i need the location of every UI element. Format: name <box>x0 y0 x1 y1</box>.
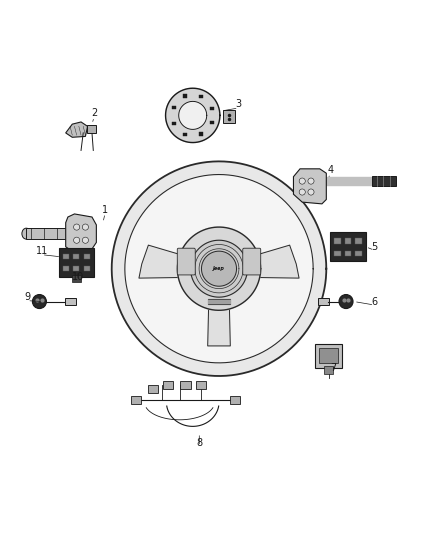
Text: 1: 1 <box>102 205 108 215</box>
FancyBboxPatch shape <box>26 228 70 239</box>
Text: 6: 6 <box>371 296 378 306</box>
FancyBboxPatch shape <box>223 110 235 123</box>
Text: 9: 9 <box>24 292 30 302</box>
Text: 11: 11 <box>35 246 48 256</box>
FancyBboxPatch shape <box>315 344 342 368</box>
FancyBboxPatch shape <box>196 381 206 389</box>
Text: 3: 3 <box>236 100 242 109</box>
FancyBboxPatch shape <box>87 125 96 133</box>
Text: Jeep: Jeep <box>213 266 225 271</box>
FancyBboxPatch shape <box>163 381 173 389</box>
Text: 7: 7 <box>331 363 337 373</box>
Polygon shape <box>139 245 199 278</box>
Circle shape <box>74 237 80 243</box>
FancyBboxPatch shape <box>184 133 187 136</box>
FancyBboxPatch shape <box>172 122 176 125</box>
FancyBboxPatch shape <box>131 396 141 404</box>
FancyBboxPatch shape <box>199 132 203 136</box>
Polygon shape <box>239 245 299 278</box>
Polygon shape <box>208 288 230 346</box>
Circle shape <box>74 224 80 230</box>
FancyBboxPatch shape <box>65 297 76 305</box>
Text: 2: 2 <box>91 108 97 118</box>
FancyBboxPatch shape <box>72 275 81 282</box>
FancyBboxPatch shape <box>148 385 158 393</box>
FancyBboxPatch shape <box>199 95 203 99</box>
Circle shape <box>308 178 314 184</box>
Polygon shape <box>177 227 261 310</box>
FancyBboxPatch shape <box>345 251 351 256</box>
FancyBboxPatch shape <box>180 381 191 389</box>
FancyBboxPatch shape <box>335 238 341 244</box>
FancyBboxPatch shape <box>73 254 80 259</box>
Circle shape <box>82 224 88 230</box>
FancyBboxPatch shape <box>356 238 362 244</box>
FancyBboxPatch shape <box>63 266 69 271</box>
FancyBboxPatch shape <box>73 266 80 271</box>
FancyBboxPatch shape <box>356 251 362 256</box>
Circle shape <box>308 189 314 195</box>
FancyBboxPatch shape <box>84 266 90 271</box>
FancyBboxPatch shape <box>59 248 94 277</box>
Text: 8: 8 <box>196 438 202 448</box>
Circle shape <box>82 237 88 243</box>
Polygon shape <box>125 174 313 363</box>
Circle shape <box>299 189 305 195</box>
FancyBboxPatch shape <box>210 120 214 124</box>
Ellipse shape <box>22 228 31 239</box>
Text: 10: 10 <box>72 272 84 282</box>
FancyBboxPatch shape <box>210 107 214 110</box>
Text: 5: 5 <box>371 242 378 252</box>
Polygon shape <box>166 88 220 142</box>
FancyBboxPatch shape <box>319 349 338 364</box>
Polygon shape <box>191 240 247 297</box>
Polygon shape <box>293 169 326 204</box>
FancyBboxPatch shape <box>177 248 195 275</box>
FancyBboxPatch shape <box>84 254 90 259</box>
Polygon shape <box>66 122 88 138</box>
FancyBboxPatch shape <box>243 248 261 275</box>
FancyBboxPatch shape <box>318 297 328 305</box>
Polygon shape <box>66 214 96 251</box>
FancyBboxPatch shape <box>230 396 240 404</box>
Polygon shape <box>112 161 326 376</box>
Circle shape <box>32 295 46 309</box>
FancyBboxPatch shape <box>335 251 341 256</box>
Circle shape <box>339 295 353 309</box>
FancyBboxPatch shape <box>63 254 69 259</box>
FancyBboxPatch shape <box>324 366 333 374</box>
Polygon shape <box>179 101 207 130</box>
FancyBboxPatch shape <box>184 94 187 98</box>
FancyBboxPatch shape <box>345 238 351 244</box>
Text: 4: 4 <box>328 165 334 175</box>
FancyBboxPatch shape <box>372 176 396 186</box>
FancyBboxPatch shape <box>330 232 366 261</box>
Circle shape <box>299 178 305 184</box>
FancyBboxPatch shape <box>172 106 176 109</box>
Polygon shape <box>201 251 237 286</box>
